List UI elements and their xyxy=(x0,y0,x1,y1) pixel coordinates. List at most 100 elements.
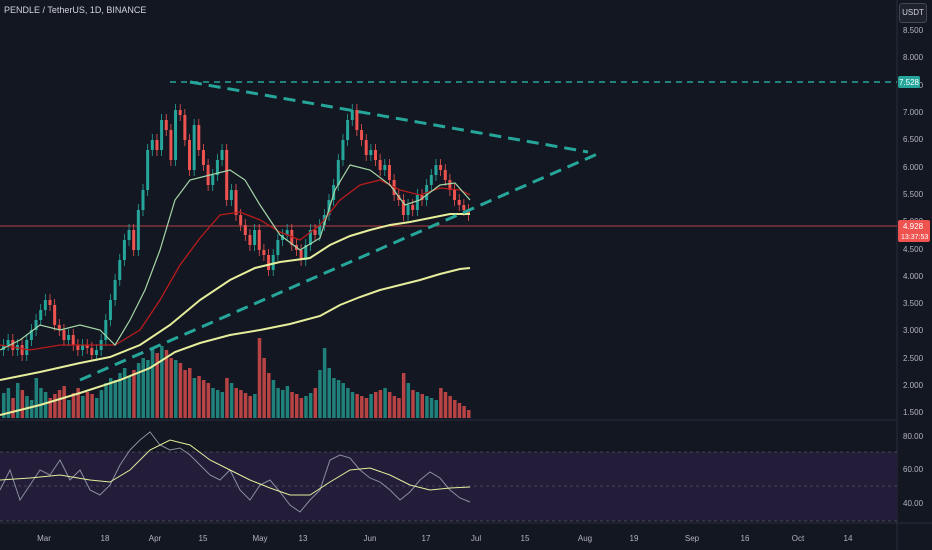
rsi-tick: 40.00 xyxy=(903,499,924,508)
volume-bar xyxy=(104,383,108,418)
currency-button[interactable]: USDT xyxy=(899,3,927,23)
candle-body xyxy=(132,230,136,250)
volume-bar xyxy=(85,392,90,418)
time-tick: Mar xyxy=(37,534,51,543)
candle-body xyxy=(150,140,154,150)
price-tick: 2.500 xyxy=(903,354,924,363)
volume-bar xyxy=(11,398,15,418)
candle-body xyxy=(285,230,289,235)
volume-bar xyxy=(99,390,104,418)
volume-bar xyxy=(355,394,359,418)
candle-body xyxy=(429,175,433,185)
volume-bar xyxy=(188,368,192,418)
volume-bar xyxy=(229,383,234,418)
volume-bar xyxy=(53,394,57,418)
time-tick: Jun xyxy=(364,534,377,543)
volume-bar xyxy=(374,392,378,418)
candle-body xyxy=(81,345,85,350)
volume-bar xyxy=(95,398,99,418)
candle-body xyxy=(462,205,466,210)
volume-bar xyxy=(20,390,25,418)
volume-bar xyxy=(313,388,318,418)
volume-bar xyxy=(420,394,424,418)
time-tick: Sep xyxy=(685,534,700,543)
candle-body xyxy=(299,250,303,260)
time-tick: 17 xyxy=(422,534,431,543)
volume-bar xyxy=(443,392,448,418)
candle-body xyxy=(11,340,15,350)
volume-bar xyxy=(206,383,211,418)
candle-body xyxy=(62,330,66,340)
candle-body xyxy=(457,200,461,205)
volume-bar xyxy=(15,383,20,418)
volume-bar xyxy=(43,392,48,418)
volume-bar xyxy=(369,394,373,418)
volume-bar xyxy=(415,392,420,418)
ema-fast-line xyxy=(0,164,471,351)
candle-body xyxy=(39,310,43,320)
candle-body xyxy=(20,345,24,355)
volume-bar xyxy=(341,383,345,418)
volume-bar xyxy=(183,370,187,418)
time-tick: 16 xyxy=(741,534,750,543)
volume-bar xyxy=(122,368,127,418)
countdown-label: 13:37:53 xyxy=(901,234,928,241)
volume-bar xyxy=(401,373,406,418)
volume-bar xyxy=(253,394,257,418)
candle-body xyxy=(434,165,438,175)
volume-bar xyxy=(448,396,452,418)
candle-body xyxy=(183,115,187,140)
candle-body xyxy=(90,348,94,355)
candle-body xyxy=(253,230,257,245)
candle-body xyxy=(95,350,98,355)
time-tick: Aug xyxy=(578,534,592,543)
volume-bar xyxy=(462,406,466,418)
last-price-tag xyxy=(898,220,930,242)
volume-bar xyxy=(164,350,169,418)
candle-body xyxy=(350,110,354,120)
candlesticks xyxy=(2,104,470,361)
candle-body xyxy=(160,120,164,150)
volume-bar xyxy=(285,386,290,418)
candle-body xyxy=(267,255,271,270)
candle-body xyxy=(2,345,5,350)
volume-bar xyxy=(364,398,369,418)
rsi-line xyxy=(0,431,471,513)
volume-bar xyxy=(243,393,248,418)
volume-bar xyxy=(90,394,94,418)
time-tick: 19 xyxy=(630,534,639,543)
volume-bar xyxy=(346,388,350,418)
ascending-trendline[interactable] xyxy=(79,150,603,382)
volume-bar xyxy=(322,348,327,418)
candle-body xyxy=(197,125,201,150)
candle-body xyxy=(178,110,182,115)
volume-bar xyxy=(174,360,178,418)
volume-bar xyxy=(276,388,280,418)
time-tick: Apr xyxy=(149,534,162,543)
candle-body xyxy=(234,190,238,215)
ema-mid-yellow-line xyxy=(0,213,470,381)
volume-bar xyxy=(234,388,238,418)
price-tick: 4.000 xyxy=(903,272,924,281)
volume-bar xyxy=(257,338,262,418)
descending-trendline[interactable] xyxy=(189,80,589,154)
volume-bar xyxy=(397,398,401,418)
volume-bar xyxy=(434,400,438,418)
volume-bar xyxy=(406,383,411,418)
candle-body xyxy=(71,335,75,345)
volume-bar xyxy=(308,393,313,418)
volume-bar xyxy=(336,380,341,418)
candle-body xyxy=(225,150,229,200)
candle-body xyxy=(76,345,80,350)
last-price-label: 4.928 xyxy=(903,222,924,231)
candle-body xyxy=(341,140,345,160)
volume-bar xyxy=(57,390,62,418)
volume-bar xyxy=(146,360,150,418)
volume-bar xyxy=(387,392,392,418)
candle-body xyxy=(346,120,350,140)
candle-body xyxy=(43,300,47,310)
volume-bar xyxy=(299,398,304,418)
volume-bar xyxy=(39,388,43,418)
candle-body xyxy=(369,150,373,155)
